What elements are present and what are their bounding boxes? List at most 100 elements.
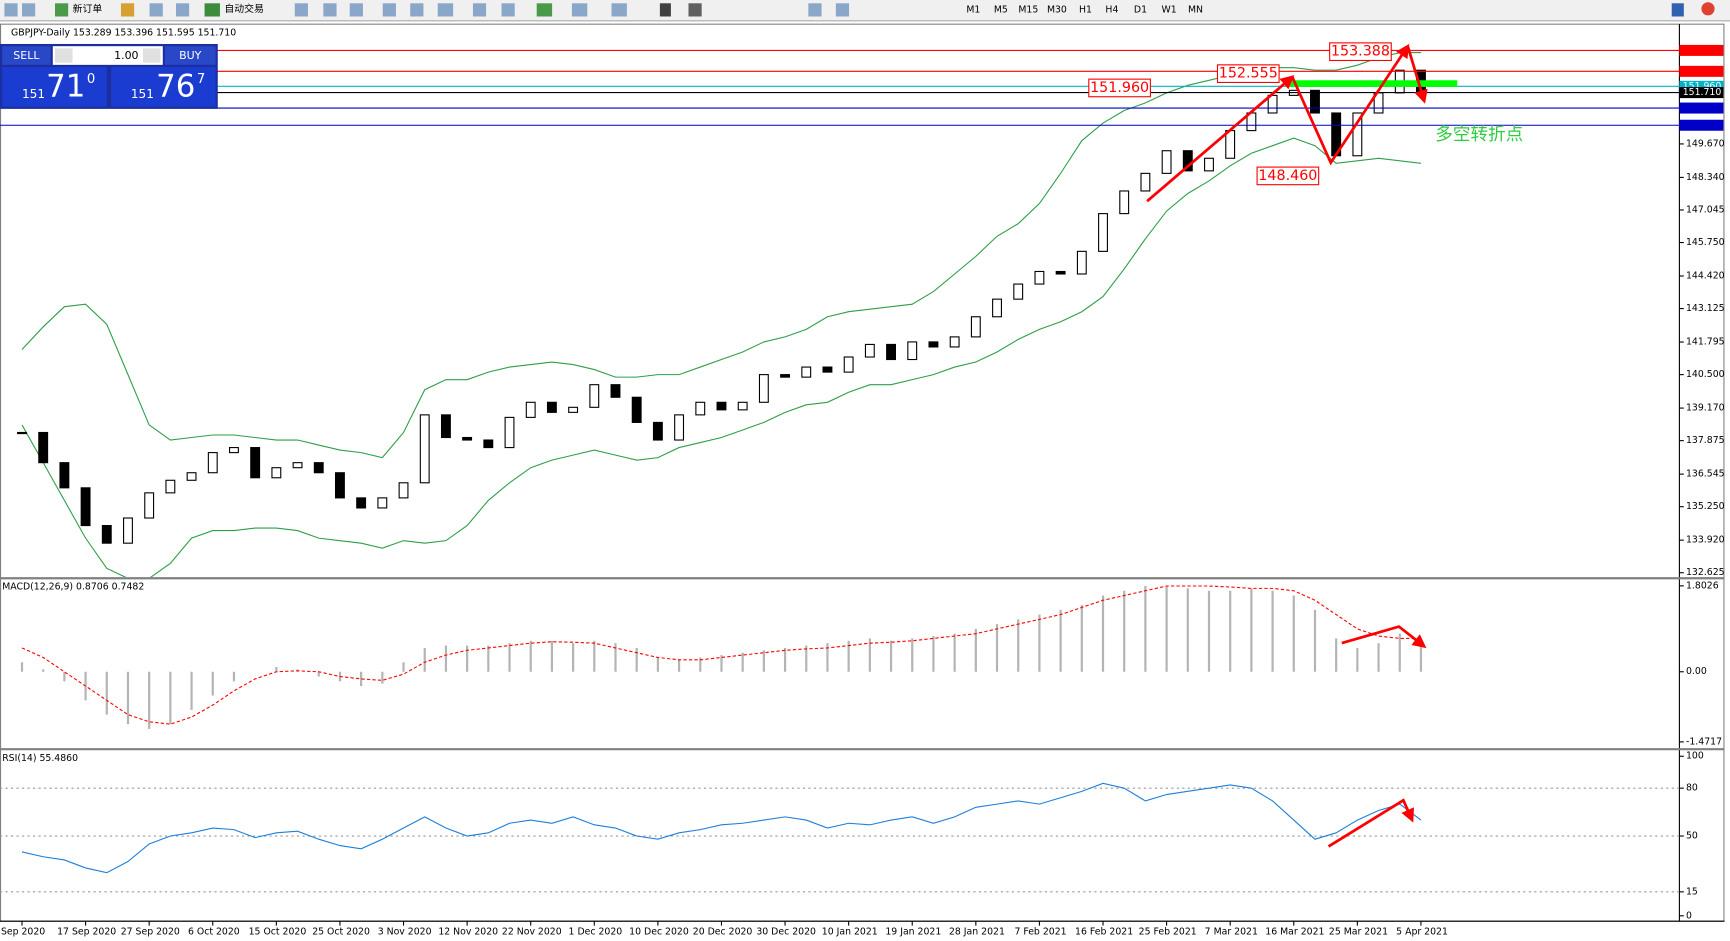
macd-bar bbox=[868, 638, 871, 672]
icon[interactable] bbox=[54, 3, 69, 17]
new-order-button[interactable]: 新订单 bbox=[73, 2, 103, 15]
y-tick-label: 133.920 bbox=[1686, 535, 1725, 546]
candle bbox=[229, 447, 239, 454]
lot-input[interactable] bbox=[52, 46, 163, 65]
x-tick-label: 27 Sep 2020 bbox=[121, 927, 180, 938]
icon[interactable] bbox=[835, 3, 850, 17]
sell-button[interactable] bbox=[2, 46, 51, 65]
macd-bar bbox=[677, 659, 681, 672]
timeframe-button[interactable]: M30 bbox=[1047, 4, 1067, 15]
macd-bar bbox=[317, 671, 320, 677]
icon[interactable] bbox=[808, 3, 822, 17]
price-annotation: 151.960 bbox=[1090, 80, 1149, 96]
lot-value[interactable]: 1.00 bbox=[114, 49, 138, 62]
icon[interactable] bbox=[382, 3, 396, 17]
ask-box[interactable] bbox=[111, 67, 216, 107]
price-annotation-box bbox=[1256, 166, 1320, 186]
candle bbox=[1140, 172, 1151, 192]
icon[interactable] bbox=[120, 3, 135, 17]
bid-main: 71 bbox=[46, 68, 85, 104]
buy-label[interactable]: BUY bbox=[179, 49, 202, 62]
turning-zone bbox=[1286, 80, 1458, 87]
macd-bar bbox=[63, 671, 66, 682]
timeframe-button[interactable]: W1 bbox=[1162, 4, 1177, 15]
icon[interactable] bbox=[294, 3, 308, 17]
timeframe-button[interactable]: D1 bbox=[1134, 4, 1147, 15]
bid-box[interactable] bbox=[2, 67, 107, 107]
icon[interactable] bbox=[175, 3, 190, 17]
icon[interactable] bbox=[149, 3, 163, 17]
y-tick-label: 0 bbox=[1686, 910, 1692, 921]
x-tick-label: 16 Feb 2021 bbox=[1075, 927, 1133, 938]
icon[interactable] bbox=[688, 3, 702, 17]
macd-bar bbox=[1186, 588, 1189, 672]
icon[interactable] bbox=[472, 3, 487, 17]
macd-bar bbox=[826, 643, 829, 672]
icon[interactable] bbox=[4, 3, 18, 17]
price-line-label: 151.710 bbox=[1683, 87, 1722, 98]
timeframe-button[interactable]: H1 bbox=[1079, 4, 1092, 15]
lot-up[interactable] bbox=[142, 48, 161, 63]
icon[interactable] bbox=[410, 3, 424, 17]
y-tick-label: -1.4717 bbox=[1686, 736, 1722, 747]
notification-icon[interactable] bbox=[1701, 2, 1715, 16]
drawings bbox=[1146, 43, 1458, 848]
price-annotation-box bbox=[1216, 64, 1280, 83]
y-tick-label: 50 bbox=[1686, 831, 1698, 842]
ask-pip: 7 bbox=[197, 72, 205, 87]
candle bbox=[59, 462, 70, 489]
icon[interactable] bbox=[611, 3, 627, 17]
candle bbox=[504, 416, 515, 449]
icon[interactable] bbox=[349, 3, 363, 17]
macd-bar bbox=[572, 643, 575, 672]
sell-label[interactable]: SELL bbox=[13, 49, 40, 62]
timeframe-button[interactable]: M5 bbox=[994, 4, 1008, 15]
macd-bar bbox=[381, 671, 384, 684]
candle bbox=[1225, 130, 1236, 159]
y-tick-label: 143.125 bbox=[1686, 303, 1725, 314]
price-annotation-box bbox=[1329, 42, 1392, 62]
bid-big: 151 bbox=[22, 87, 45, 101]
timeframe-button[interactable]: H4 bbox=[1105, 4, 1118, 15]
buy-button[interactable] bbox=[164, 46, 216, 65]
candle bbox=[589, 384, 600, 408]
auto-trading-button[interactable]: 自动交易 bbox=[224, 2, 264, 15]
search-icon[interactable] bbox=[1671, 3, 1684, 17]
x-tick-label: 25 Feb 2021 bbox=[1139, 927, 1197, 938]
icon[interactable] bbox=[659, 3, 671, 17]
price-line-tag bbox=[1679, 80, 1724, 92]
macd-bar bbox=[105, 671, 108, 715]
lot-down[interactable] bbox=[54, 48, 73, 63]
icon[interactable] bbox=[204, 3, 220, 17]
y-tick-label: 144.420 bbox=[1686, 271, 1725, 282]
arrow bbox=[1291, 43, 1410, 166]
icon[interactable] bbox=[437, 3, 454, 17]
macd-bar bbox=[783, 647, 787, 672]
candle bbox=[780, 374, 791, 378]
candle bbox=[17, 431, 27, 435]
price-line-tag bbox=[1679, 44, 1724, 56]
candle bbox=[292, 462, 303, 469]
candle bbox=[1013, 283, 1024, 300]
icon[interactable] bbox=[323, 3, 337, 17]
timeframe-button[interactable]: M15 bbox=[1018, 4, 1038, 15]
candle bbox=[970, 316, 981, 338]
x-tick-label: Sep 2020 bbox=[1, 927, 45, 938]
timeframe-button[interactable]: MN bbox=[1188, 4, 1203, 15]
timeframe-button[interactable]: M1 bbox=[966, 4, 980, 15]
y-tick-label: 135.250 bbox=[1686, 501, 1725, 512]
macd-bar bbox=[974, 628, 977, 672]
icon[interactable] bbox=[501, 3, 515, 17]
icon[interactable] bbox=[571, 3, 588, 17]
candle bbox=[186, 472, 197, 481]
y-tick-label: 15 bbox=[1686, 886, 1698, 897]
y-tick-label: 147.045 bbox=[1686, 204, 1725, 215]
candle bbox=[440, 414, 451, 439]
candle bbox=[864, 343, 875, 358]
icon[interactable] bbox=[21, 3, 36, 17]
macd-bar bbox=[635, 647, 638, 672]
candle bbox=[652, 421, 663, 441]
icon[interactable] bbox=[536, 3, 553, 17]
